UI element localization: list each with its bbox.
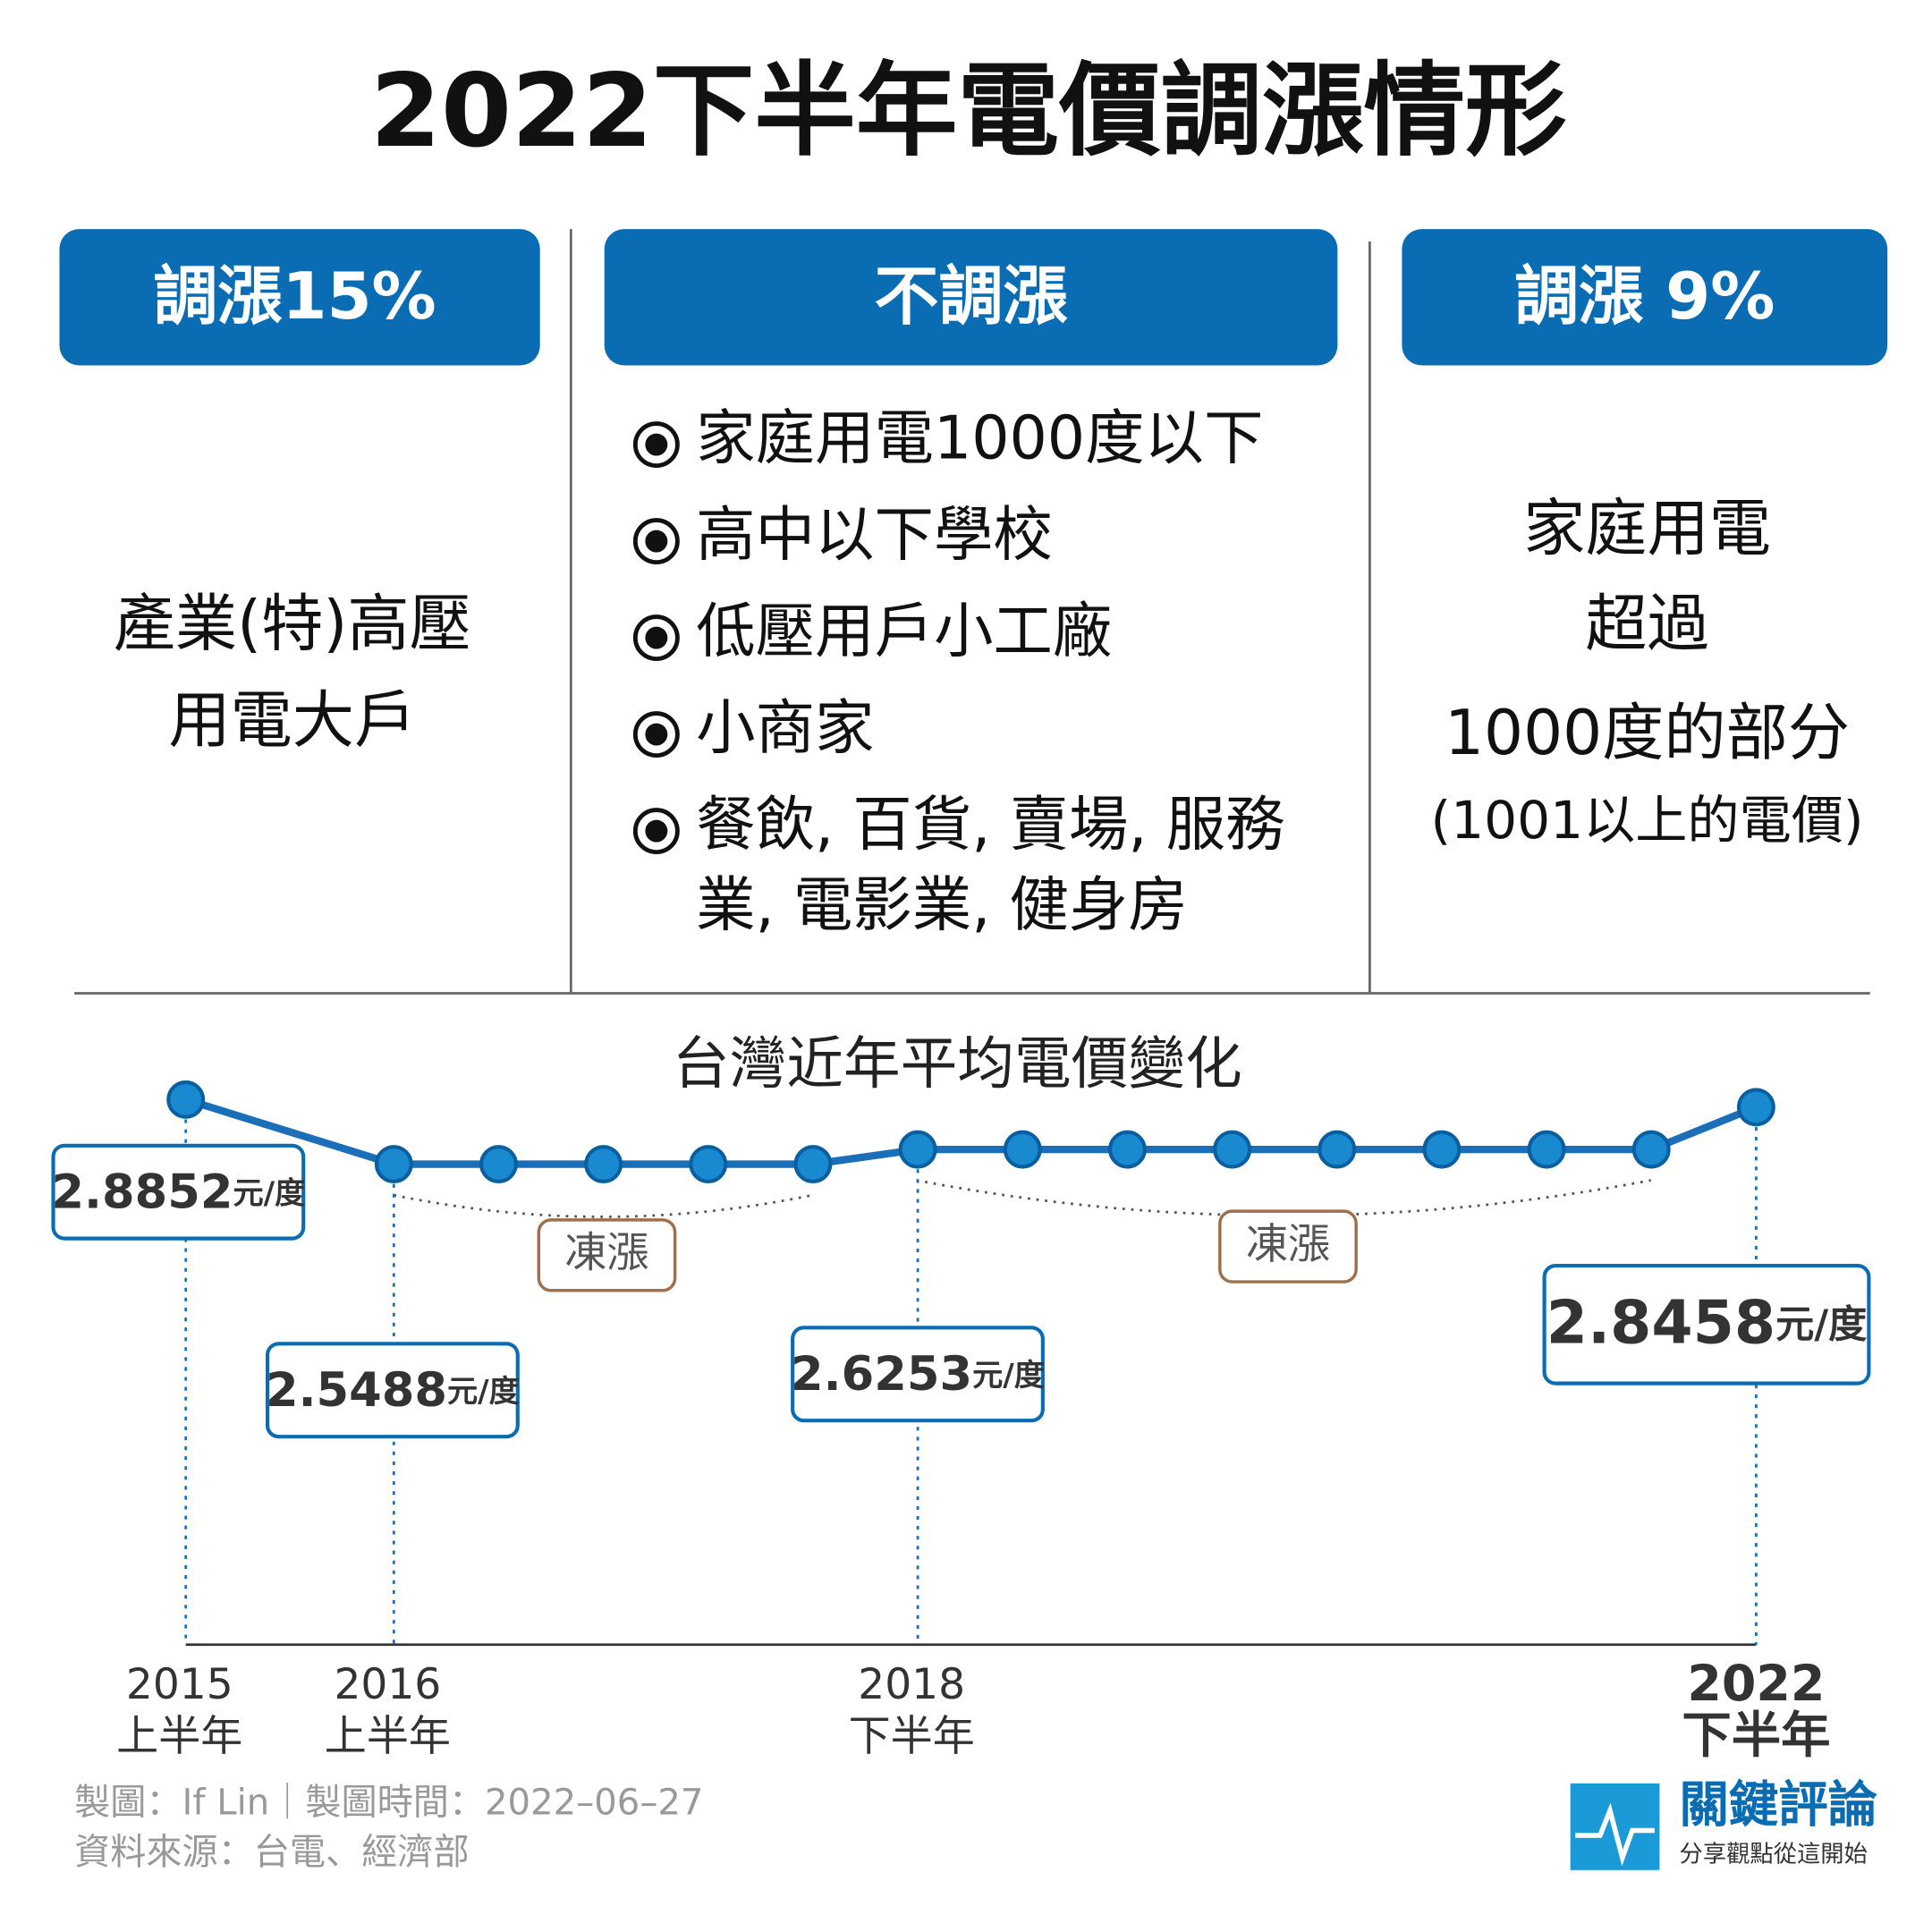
heading: 不調漲 xyxy=(875,258,1068,334)
column-text: 產業(特)高壓 xyxy=(114,589,471,660)
title: 2022下半年電價調漲情形 xyxy=(370,52,1567,170)
bullet xyxy=(632,421,680,469)
value-label: 2.8458元/度 xyxy=(1546,1288,1868,1358)
point xyxy=(1003,1130,1042,1169)
bullet-dot xyxy=(645,819,668,843)
x-tick-label: 2022 下半年 xyxy=(1682,1656,1830,1765)
logo-pulse xyxy=(1575,1802,1655,1867)
credit: 製圖：If Lin｜製圖時間：2022–06–27 xyxy=(74,1782,703,1823)
x-tick-label: 2018 下半年 xyxy=(849,1659,975,1760)
bullet-dot xyxy=(645,626,668,649)
heading: 調漲15% xyxy=(153,258,436,334)
bullet xyxy=(632,711,680,758)
point xyxy=(374,1145,413,1183)
point xyxy=(1213,1130,1252,1169)
point xyxy=(793,1145,833,1183)
point xyxy=(1631,1130,1671,1169)
bullet-dot xyxy=(645,433,668,456)
x-tick-label: 2015 上半年 xyxy=(116,1659,242,1760)
value-label-box xyxy=(1542,1264,1871,1385)
chart-title: 台灣近年平均電價變化 xyxy=(673,1031,1242,1097)
column-text: 超過 xyxy=(1585,589,1708,660)
point xyxy=(689,1145,728,1183)
bullet xyxy=(632,808,680,855)
list-item: 家庭用電1000度以下 xyxy=(696,402,1263,472)
point xyxy=(1527,1130,1566,1169)
annotation-box xyxy=(1218,1209,1358,1284)
column-text: 1000度的部分 xyxy=(1445,698,1850,769)
column-text: 家庭用電 xyxy=(1523,493,1771,564)
value-label-box xyxy=(791,1326,1045,1423)
value-label: 2.8852元/度 xyxy=(51,1165,306,1219)
heading: 調漲 9% xyxy=(1514,258,1775,334)
x-tick-label: 2016 上半年 xyxy=(325,1659,451,1760)
point xyxy=(1318,1130,1357,1169)
slogan: 分享觀點從這開始 xyxy=(1680,1842,1868,1868)
bullet xyxy=(632,614,680,662)
bullet xyxy=(632,518,680,565)
list-item: 低壓用戶小工廠 xyxy=(696,596,1112,665)
column-text: (1001以上的電價) xyxy=(1431,790,1864,851)
value-label: 2.5488元/度 xyxy=(266,1363,521,1418)
point xyxy=(584,1145,623,1183)
list-item: 餐飲, 百貨, 賣場, 服務 xyxy=(696,789,1284,859)
value-label-box xyxy=(51,1143,306,1241)
list-item: 業, 電影業, 健身房 xyxy=(696,869,1188,939)
column-text: 用電大戶 xyxy=(168,685,416,757)
list-item: 高中以下學校 xyxy=(696,499,1053,569)
annotation: 凍漲 xyxy=(1246,1220,1330,1269)
annotation: 凍漲 xyxy=(564,1229,648,1278)
point xyxy=(898,1130,937,1169)
point xyxy=(1422,1130,1462,1169)
value-label-box xyxy=(266,1342,520,1439)
bullet-dot xyxy=(645,530,668,553)
heading-box xyxy=(59,229,540,366)
heading-box xyxy=(604,229,1338,366)
list-item: 小商家 xyxy=(696,692,874,762)
source: 資料來源：台電、經濟部 xyxy=(74,1832,470,1873)
value-label: 2.6253元/度 xyxy=(791,1347,1046,1402)
annotation-box xyxy=(537,1218,677,1292)
bullet-dot xyxy=(645,723,668,746)
point xyxy=(166,1080,206,1119)
logo-text: 關鍵評論 xyxy=(1680,1777,1878,1835)
heading-box xyxy=(1402,229,1888,366)
point xyxy=(479,1145,518,1183)
point xyxy=(1736,1088,1775,1127)
point xyxy=(1107,1130,1147,1169)
